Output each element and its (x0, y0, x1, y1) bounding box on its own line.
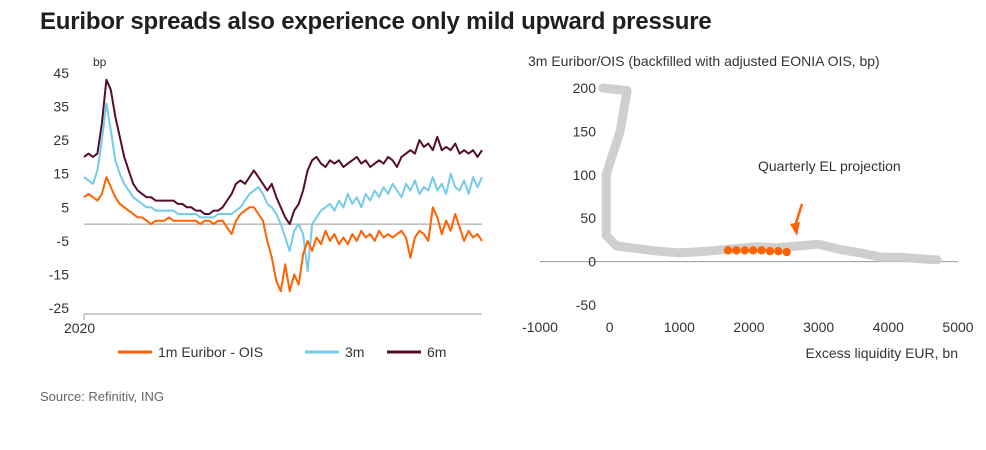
legend-label: 6m (427, 344, 446, 360)
left-x-tick-label: 2020 (64, 320, 95, 336)
right-y-tick-label: 100 (573, 167, 597, 183)
left-y-tick-label: -15 (49, 266, 69, 282)
legend-label: 3m (345, 344, 364, 360)
projection-point (748, 246, 758, 255)
left-y-tick-label: 25 (53, 132, 69, 148)
legend-label: 1m Euribor - OIS (158, 344, 263, 360)
right-x-axis-label: Excess liquidity EUR, bn (805, 345, 958, 361)
right-x-tick-label: 0 (606, 319, 614, 335)
projection-point (740, 246, 750, 255)
right-y-tick-label: 50 (580, 210, 596, 226)
right-x-tick-label: 5000 (942, 319, 973, 335)
left-y-tick-label: -25 (49, 300, 69, 316)
projection-annotation: Quarterly EL projection (758, 158, 901, 174)
right-x-tick-label: -1000 (522, 319, 558, 335)
left-y-tick-label: -5 (57, 233, 70, 249)
projection-point (723, 246, 733, 255)
left-y-tick-label: 15 (53, 166, 69, 182)
projection-point (765, 246, 775, 256)
series-line-1m-euribor-ois (83, 176, 483, 293)
right-y-tick-label: -50 (576, 297, 596, 313)
projection-point (757, 246, 766, 255)
series-line-3m (83, 102, 483, 273)
right-x-tick-label: 1000 (664, 319, 695, 335)
right-x-tick-label: 3000 (803, 319, 834, 335)
projection-point (732, 246, 741, 255)
right-scatter-chart: 3m Euribor/OIS (backfilled with adjusted… (522, 53, 974, 361)
historical-scatter-cloud (598, 83, 942, 265)
left-y-tick-label: 35 (53, 99, 69, 115)
projection-point (782, 247, 791, 257)
right-y-tick-label: 150 (573, 123, 597, 139)
right-x-tick-label: 2000 (733, 319, 764, 335)
right-y-tick-label: 200 (573, 80, 597, 96)
chart-title: Euribor spreads also experience only mil… (40, 8, 712, 35)
left-y-axis-label: bp (93, 55, 107, 69)
series-line-6m (83, 78, 483, 226)
right-y-tick-label: 0 (588, 254, 596, 270)
right-x-tick-label: 4000 (873, 319, 904, 335)
left-y-tick-label: 5 (61, 199, 69, 215)
left-line-chart: bp 45 35 25 15 5 -5 -15 -25 2020 1m Euribor - O… (49, 55, 483, 360)
source-note: Source: Refinitiv, ING (40, 389, 165, 404)
left-y-tick-label: 45 (53, 65, 69, 81)
annotation-arrow (790, 203, 804, 236)
right-chart-title: 3m Euribor/OIS (backfilled with adjusted… (528, 53, 880, 69)
projection-point (774, 246, 783, 256)
